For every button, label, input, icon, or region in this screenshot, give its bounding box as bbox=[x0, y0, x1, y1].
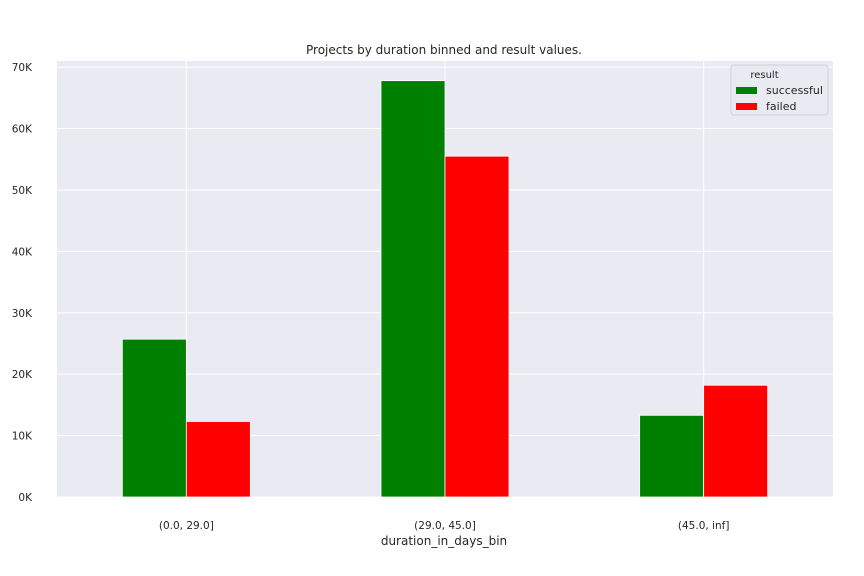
y-tick-label: 20K bbox=[12, 369, 33, 381]
legend: result successful failed bbox=[730, 64, 829, 116]
legend-swatch-successful bbox=[736, 87, 757, 94]
legend-label-failed: failed bbox=[766, 100, 796, 113]
x-axis-label: duration_in_days_bin bbox=[381, 534, 507, 548]
bar-failed-1 bbox=[444, 155, 510, 498]
y-tick-label: 50K bbox=[12, 185, 33, 197]
y-tick-label: 60K bbox=[12, 124, 33, 136]
bar-failed-2 bbox=[703, 384, 769, 498]
y-tick-label: 70K bbox=[12, 62, 33, 74]
legend-swatch-failed bbox=[736, 103, 757, 110]
x-tick-label: (29.0, 45.0] bbox=[414, 520, 476, 532]
x-tick-label: (0.0, 29.0] bbox=[159, 520, 214, 532]
y-axis: 0K 10K 20K 30K 40K 50K 60K 70K bbox=[12, 62, 33, 504]
bar-successful-0 bbox=[121, 338, 187, 498]
y-tick-label: 10K bbox=[12, 431, 33, 443]
legend-label-successful: successful bbox=[766, 84, 823, 97]
bar-successful-2 bbox=[639, 414, 705, 498]
legend-title: result bbox=[750, 70, 778, 81]
bars bbox=[121, 80, 769, 498]
x-axis: (0.0, 29.0] (29.0, 45.0] (45.0, inf] bbox=[159, 520, 730, 532]
y-tick-label: 40K bbox=[12, 246, 33, 258]
bar-successful-1 bbox=[380, 80, 446, 498]
y-tick-label: 0K bbox=[18, 492, 33, 504]
x-tick-label: (45.0, inf] bbox=[678, 520, 730, 532]
chart-title: Projects by duration binned and result v… bbox=[306, 43, 582, 57]
legend-box bbox=[730, 64, 829, 116]
bar-failed-0 bbox=[185, 421, 251, 498]
y-tick-label: 30K bbox=[12, 308, 33, 320]
